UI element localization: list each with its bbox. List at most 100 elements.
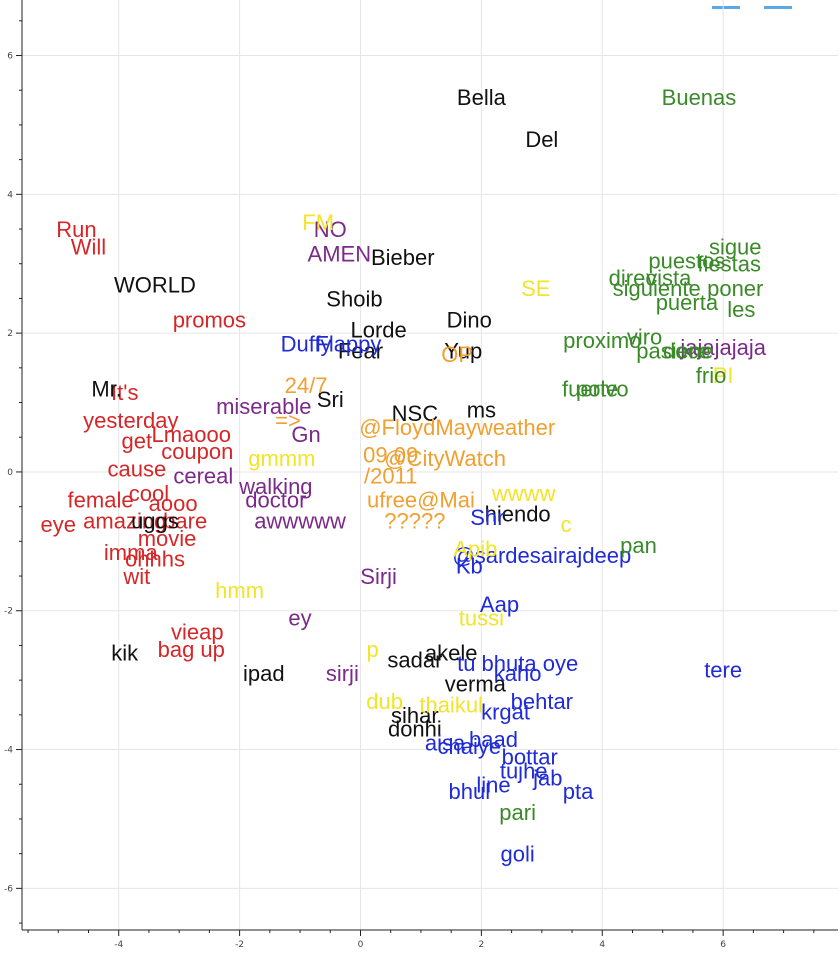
point-label: les <box>727 297 755 322</box>
point-label: bag up <box>158 637 225 662</box>
point-label: sadar <box>387 647 442 672</box>
point-label: hiendo <box>485 502 551 527</box>
point-label: Aap <box>480 592 519 617</box>
point-label: p <box>366 637 378 662</box>
point-label: yesterday <box>83 408 178 433</box>
point-label: verma <box>445 672 507 697</box>
point-label: coupon <box>161 439 233 464</box>
point-label: ey <box>288 606 311 631</box>
point-label: puerta <box>656 290 719 315</box>
point-label: Mr. <box>91 377 122 402</box>
point-label: eye <box>41 512 76 537</box>
y-tick-label: -4 <box>4 746 13 756</box>
point-label: Lorde <box>350 318 406 343</box>
point-label: ????? <box>384 509 445 534</box>
x-tick-label: -4 <box>114 940 123 950</box>
point-label: Gn <box>291 422 320 447</box>
point-label: Yup <box>444 338 482 363</box>
point-label: SE <box>521 276 550 301</box>
point-label: sigue <box>709 234 762 259</box>
point-label: NSC <box>392 401 439 426</box>
y-tick-label: -6 <box>4 884 13 894</box>
point-label: frio <box>696 363 727 388</box>
point-label: baad <box>469 727 518 752</box>
point-label: fuerte <box>562 377 618 402</box>
point-label: uggs <box>131 509 179 534</box>
point-label: Run <box>56 217 96 242</box>
point-label: cereal <box>173 463 233 488</box>
x-tick-label: 2 <box>479 940 485 950</box>
point-label: goli <box>501 842 535 867</box>
point-label: aooo <box>149 491 198 516</box>
point-label: Apib <box>453 536 497 561</box>
point-label: pasiene <box>636 338 713 363</box>
point-label: direc <box>609 266 657 291</box>
point-label: imma <box>104 540 159 565</box>
point-label: akele <box>425 640 478 665</box>
point-label: proximo <box>563 328 641 353</box>
point-label: vista <box>646 266 692 291</box>
point-label: Kb <box>456 554 483 579</box>
point-label: dub <box>366 689 403 714</box>
point-label: kaho <box>494 661 542 686</box>
point-label: Sirji <box>360 564 397 589</box>
point-label: 09.09 <box>363 443 418 468</box>
point-label: tussi <box>459 606 504 631</box>
point-label: aisa <box>425 731 466 756</box>
point-label: jajajajaja <box>679 335 766 360</box>
grid <box>22 0 838 930</box>
point-label: cause <box>107 456 166 481</box>
point-label: cool <box>129 481 169 506</box>
point-label: ufree@Mai <box>367 488 475 513</box>
point-label: female <box>68 488 134 513</box>
x-tick-label: 6 <box>720 940 726 950</box>
y-tick-label: 4 <box>7 190 13 200</box>
x-tick-label: -2 <box>235 940 244 950</box>
point-label: doce <box>663 338 711 363</box>
point-label: get <box>122 429 153 454</box>
toolbar-tool-icon[interactable] <box>712 6 740 9</box>
point-label: @CityWatch <box>384 446 506 471</box>
point-label: Duffy <box>281 332 332 357</box>
point-label: tu bhuta oye <box>457 651 578 676</box>
point-label: gmmm <box>248 446 315 471</box>
point-label: vieap <box>171 620 224 645</box>
point-label: viro <box>627 325 662 350</box>
y-tick-label: 0 <box>7 468 13 478</box>
point-label: /2011 <box>364 463 417 488</box>
point-label: jab <box>532 765 562 790</box>
toolbar-tool-icon[interactable] <box>764 6 792 9</box>
point-label: movie <box>138 526 197 551</box>
point-label: walking <box>238 474 312 499</box>
point-label: kik <box>111 640 139 665</box>
point-label: bottar <box>502 744 558 769</box>
point-label: siguiente <box>613 276 701 301</box>
point-label: Shr <box>470 505 504 530</box>
point-label: Bieber <box>371 245 435 270</box>
point-label: @sardesairajdeep <box>452 543 631 568</box>
point-label: ipad <box>243 661 285 686</box>
point-label: behtar <box>511 689 573 714</box>
plot-toolbar[interactable] <box>712 6 792 9</box>
point-label: pta <box>563 779 594 804</box>
point-label: chaiye <box>437 734 501 759</box>
point-label: Dino <box>447 307 492 332</box>
point-label: doctor <box>245 488 306 513</box>
point-label: krgat <box>481 699 530 724</box>
point-label: Lmaooo <box>151 422 231 447</box>
y-tick-label: 6 <box>7 52 13 62</box>
point-label: tujhe <box>500 758 548 783</box>
point-label: PI <box>713 363 734 388</box>
point-label: It's <box>111 380 138 405</box>
point-label: Will <box>71 234 106 259</box>
point-label: pari <box>499 800 536 825</box>
point-label: ohhhs <box>125 547 185 572</box>
point-label: sirji <box>326 661 359 686</box>
point-label: Del <box>525 127 558 152</box>
point-label: wwww <box>491 481 556 506</box>
point-label: Fear <box>338 338 383 363</box>
point-label: NO <box>314 217 347 242</box>
point-label: promos <box>173 307 246 332</box>
